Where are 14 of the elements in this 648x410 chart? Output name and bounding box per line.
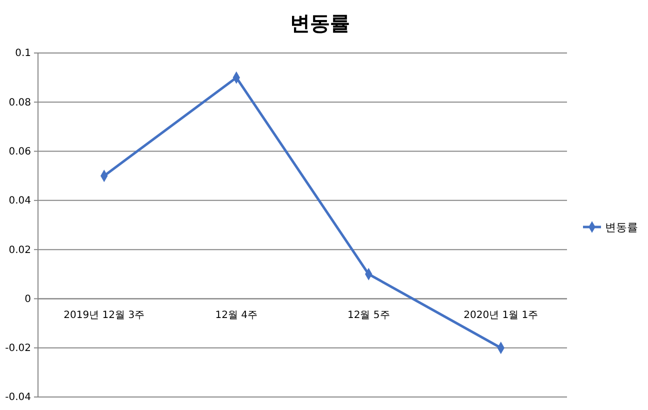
y-tick-label: 0.1 [15,48,31,60]
y-tick-label: -0.02 [5,343,31,354]
x-tick-label: 2020년 1월 1주 [464,310,538,321]
y-tick-label: 0.06 [8,146,31,158]
x-tick-label: 2019년 12월 3주 [64,310,145,321]
x-tick-label: 12월 5주 [347,310,390,321]
y-tick-label: 0.02 [8,244,31,256]
y-tick-label: 0.08 [8,97,31,108]
y-tick-label: 0 [24,294,31,305]
x-tick-label: 12월 4주 [215,310,258,321]
y-tick-label: 0.04 [8,196,31,207]
chart-title: 변동률 [290,11,350,35]
y-tick-label: -0.04 [5,392,31,404]
legend-label: 변동률 [605,220,638,234]
